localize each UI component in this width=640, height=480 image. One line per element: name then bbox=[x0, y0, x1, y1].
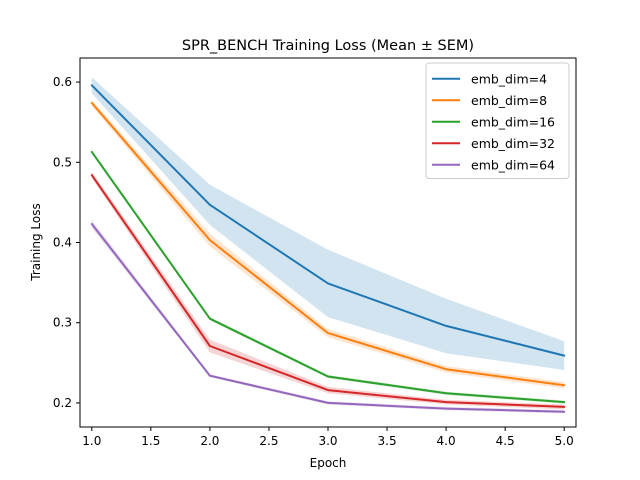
legend-label: emb_dim=4 bbox=[471, 71, 547, 86]
sem-band-0 bbox=[91, 77, 565, 371]
series-line-2 bbox=[90, 150, 566, 404]
y-tick-label: 0.6 bbox=[53, 75, 72, 89]
y-axis-ticks: 0.2 0.3 0.4 0.5 0.6 bbox=[53, 75, 80, 410]
legend-label: emb_dim=64 bbox=[471, 157, 555, 172]
sem-band-3 bbox=[91, 171, 565, 410]
x-tick-label: 3.5 bbox=[378, 434, 397, 448]
y-tick-label: 0.4 bbox=[53, 236, 72, 250]
legend: emb_dim=4 emb_dim=8 emb_dim=16 emb_dim=32em… bbox=[425, 62, 570, 179]
x-tick-label: 4.0 bbox=[437, 434, 456, 448]
y-tick-label: 0.2 bbox=[53, 396, 72, 410]
x-tick-label: 2.0 bbox=[200, 434, 219, 448]
x-axis-ticks: 1.0 1.5 2.0 2.5 3.0 3.5 4.0 4.5 5.0 bbox=[82, 427, 574, 448]
x-tick-label: 4.5 bbox=[496, 434, 515, 448]
y-axis-label: Training Loss bbox=[29, 203, 43, 281]
sem-bands bbox=[91, 77, 565, 414]
x-tick-label: 2.5 bbox=[259, 434, 278, 448]
x-tick-label: 1.5 bbox=[141, 434, 160, 448]
y-tick-label: 0.5 bbox=[53, 155, 72, 169]
legend-label: emb_dim=8 bbox=[471, 93, 547, 108]
y-tick-label: 0.3 bbox=[53, 316, 72, 330]
legend-box bbox=[425, 62, 570, 179]
chart-title: SPR_BENCH Training Loss (Mean ± SEM) bbox=[182, 38, 474, 54]
x-axis-label: Epoch bbox=[310, 456, 347, 470]
series-line-4 bbox=[90, 223, 566, 413]
x-tick-label: 1.0 bbox=[82, 434, 101, 448]
legend-label: emb_dim=16 bbox=[471, 114, 555, 129]
x-tick-label: 5.0 bbox=[555, 434, 574, 448]
legend-label: emb_dim=32 bbox=[471, 136, 555, 151]
sem-band-1 bbox=[91, 99, 565, 389]
x-tick-label: 3.0 bbox=[318, 434, 337, 448]
series-line-0 bbox=[90, 84, 566, 357]
series-lines bbox=[90, 84, 566, 413]
series-line-1 bbox=[90, 101, 566, 387]
